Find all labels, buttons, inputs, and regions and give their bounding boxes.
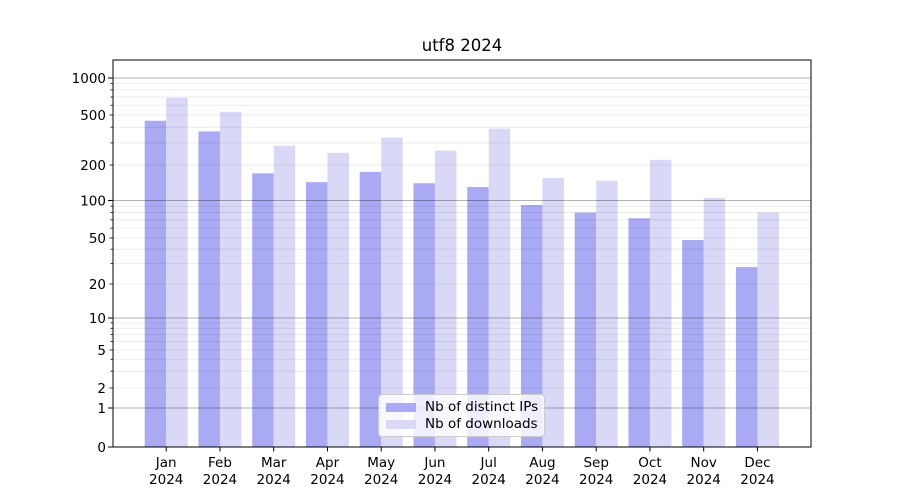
bar-downloads-apr — [327, 152, 349, 447]
x-tick-label-dec: Dec 2024 — [740, 455, 774, 488]
bar-downloads-nov — [703, 198, 726, 447]
legend-swatch-downloads — [386, 419, 416, 430]
x-tick-label-jul: Jul 2024 — [472, 455, 506, 488]
y-tick-label: 200 — [80, 158, 106, 174]
bar-downloads-jul — [488, 128, 511, 448]
legend-label-distinct-ips: Nb of distinct IPs — [425, 399, 539, 415]
x-tick-label-sep: Sep 2024 — [579, 455, 613, 488]
bar-distinct-ips-apr — [305, 182, 328, 447]
y-tick-label: 1000 — [72, 71, 106, 87]
y-tick-label: 5 — [97, 343, 106, 359]
legend: Nb of distinct IPs Nb of downloads — [378, 394, 545, 437]
bar-distinct-ips-oct — [628, 218, 650, 447]
bar-downloads-jan — [166, 97, 188, 447]
bar-downloads-jun — [434, 150, 457, 447]
x-tick-label-nov: Nov 2024 — [687, 455, 721, 488]
x-tick-label-apr: Apr 2024 — [310, 455, 344, 488]
y-tick-label: 500 — [80, 108, 106, 124]
bar-distinct-ips-aug — [520, 205, 543, 447]
bar-distinct-ips-jan — [144, 120, 167, 447]
bar-distinct-ips-sep — [574, 212, 597, 447]
bar-distinct-ips-jun — [413, 183, 435, 448]
bar-distinct-ips-jul — [467, 187, 489, 447]
x-tick-label-aug: Aug 2024 — [525, 455, 559, 488]
bar-distinct-ips-feb — [198, 131, 220, 447]
x-tick-label-jun: Jun 2024 — [418, 455, 452, 488]
legend-swatch-distinct-ips — [386, 402, 416, 413]
y-tick-label: 100 — [80, 193, 106, 209]
bar-distinct-ips-dec — [735, 267, 758, 447]
bar-distinct-ips-mar — [252, 173, 274, 447]
y-tick-label: 0 — [97, 440, 106, 456]
bar-downloads-sep — [596, 180, 618, 447]
bar-distinct-ips-may — [359, 171, 382, 447]
legend-item-distinct-ips: Nb of distinct IPs — [386, 399, 538, 416]
x-tick-label-mar: Mar 2024 — [257, 455, 291, 488]
y-tick-label: 1 — [97, 401, 106, 417]
y-tick-label: 50 — [89, 231, 106, 247]
chart-title: utf8 2024 — [421, 36, 503, 55]
x-tick-label-may: May 2024 — [364, 455, 398, 488]
legend-label-downloads: Nb of downloads — [425, 416, 538, 432]
x-tick-label-jan: Jan 2024 — [149, 455, 183, 488]
bar-downloads-feb — [219, 111, 242, 448]
y-tick-label: 20 — [89, 277, 106, 293]
bar-downloads-may — [381, 137, 403, 448]
bar-downloads-dec — [757, 212, 779, 447]
bar-downloads-oct — [649, 159, 672, 447]
bar-downloads-mar — [273, 145, 296, 447]
y-tick-label: 10 — [89, 311, 106, 327]
y-tick-label: 2 — [97, 381, 106, 397]
x-tick-label-oct: Oct 2024 — [633, 455, 667, 488]
bar-downloads-aug — [542, 178, 564, 447]
legend-item-downloads: Nb of downloads — [386, 416, 538, 433]
bar-distinct-ips-nov — [682, 240, 704, 447]
plot-frame — [112, 59, 812, 448]
x-tick-label-feb: Feb 2024 — [203, 455, 237, 488]
